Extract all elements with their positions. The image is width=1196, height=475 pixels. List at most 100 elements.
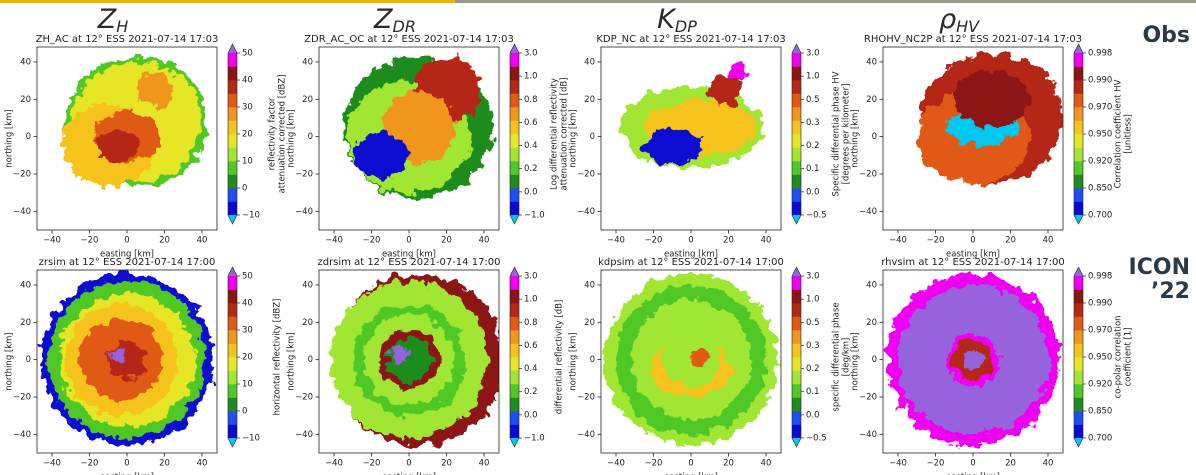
header-symbol: ρ bbox=[939, 4, 956, 35]
colorbar-segment bbox=[510, 148, 519, 162]
panel: KDP_NC at 12° ESS 2021-07-14 17:03eastin… bbox=[569, 34, 852, 260]
colorbar-segment bbox=[510, 134, 519, 148]
colorbar-segment bbox=[1074, 80, 1083, 94]
colorbar-over bbox=[228, 44, 237, 53]
column-header: ρHV bbox=[939, 4, 980, 36]
colorbar-segment bbox=[228, 303, 237, 317]
colorbar-segment bbox=[1074, 94, 1083, 108]
x-tick-label: 40 bbox=[479, 236, 490, 246]
colorbar-segment bbox=[1074, 276, 1083, 290]
y-tick-label: 40 bbox=[302, 57, 313, 67]
colorbar-segment bbox=[1074, 371, 1083, 385]
colorbar-segment bbox=[792, 121, 801, 135]
colorbar-tick-label: 0.970 bbox=[1088, 326, 1112, 336]
panel: zrsim at 12° ESS 2021-07-14 17:00easting… bbox=[5, 257, 283, 475]
colorbar-tick-label: 1.0 bbox=[806, 295, 820, 305]
y-tick-label: 0 bbox=[308, 132, 313, 142]
colorbar-segment bbox=[228, 384, 237, 398]
colorbar-tick-label: 0.1 bbox=[806, 164, 820, 174]
colorbar-over bbox=[510, 44, 519, 53]
colorbar-segment bbox=[1074, 53, 1083, 67]
colorbar-segment bbox=[228, 330, 237, 344]
colorbar-segment bbox=[792, 357, 801, 371]
colorbar-segment bbox=[228, 148, 237, 162]
x-tick-label: 0 bbox=[406, 236, 411, 246]
colorbar-segment bbox=[792, 80, 801, 94]
y-tick-label: 0 bbox=[26, 132, 31, 142]
colorbar-tick-label: 0 bbox=[242, 184, 247, 194]
colorbar-tick-label: 0.700 bbox=[1088, 211, 1112, 221]
colorbar-segment bbox=[228, 175, 237, 189]
colorbar-segment bbox=[792, 344, 801, 358]
y-tick-label: 0 bbox=[590, 132, 595, 142]
colorbar-under bbox=[1074, 215, 1083, 224]
colorbar-tick-label: 0.3 bbox=[806, 341, 820, 351]
colorbar-segment bbox=[792, 317, 801, 331]
colorbar-tick-label: 0.998 bbox=[1088, 272, 1112, 282]
x-tick-label: 40 bbox=[197, 459, 208, 469]
colorbar-tick-label: 0.850 bbox=[1088, 407, 1112, 417]
y-tick-label: −20 bbox=[13, 392, 31, 402]
x-tick-label: −20 bbox=[363, 236, 381, 246]
row-label: ’22 bbox=[1151, 279, 1190, 304]
colorbar-segment bbox=[228, 80, 237, 94]
colorbar-tick-label: 0.2 bbox=[806, 141, 820, 151]
x-tick-label: −40 bbox=[607, 236, 625, 246]
colorbar-tick-label: 0.6 bbox=[524, 341, 538, 351]
colorbar-tick-label: 0.990 bbox=[1088, 76, 1112, 86]
x-tick-label: −20 bbox=[645, 236, 663, 246]
radar-field bbox=[917, 53, 1063, 184]
x-tick-label: −40 bbox=[325, 236, 343, 246]
x-tick-label: −20 bbox=[81, 236, 99, 246]
y-tick-label: 40 bbox=[584, 57, 595, 67]
colorbar-segment bbox=[1074, 384, 1083, 398]
colorbar-segment bbox=[1074, 290, 1083, 304]
colorbar-segment bbox=[1074, 330, 1083, 344]
colorbar-tick-label: 0.5 bbox=[806, 95, 820, 105]
colorbar-label: horizontal reflectivity [dBZ] bbox=[273, 299, 283, 416]
colorbar-tick-label: 0.2 bbox=[806, 364, 820, 374]
field-region bbox=[390, 345, 409, 364]
colorbar-tick-label: 3.0 bbox=[524, 49, 538, 59]
y-tick-label: 40 bbox=[20, 57, 31, 67]
x-tick-label: −40 bbox=[889, 459, 907, 469]
colorbar-tick-label: 0.950 bbox=[1088, 353, 1112, 363]
colorbar-tick-label: 10 bbox=[242, 157, 253, 167]
colorbar-tick-label: 3.0 bbox=[524, 272, 538, 282]
y-axis-label: northing [km] bbox=[287, 109, 297, 167]
y-axis-label: northing [km] bbox=[851, 109, 861, 167]
panel-title: KDP_NC at 12° ESS 2021-07-14 17:03 bbox=[596, 34, 785, 45]
colorbar-segment bbox=[228, 121, 237, 135]
y-tick-label: −20 bbox=[859, 169, 877, 179]
colorbar-segment bbox=[510, 411, 519, 425]
colorbar-segment bbox=[228, 317, 237, 331]
colorbar-segment bbox=[510, 53, 519, 67]
colorbar-tick-label: 0.0 bbox=[806, 187, 820, 197]
y-axis-label: northing [km] bbox=[5, 109, 15, 167]
y-tick-label: 20 bbox=[302, 318, 313, 328]
colorbar-tick-label: 0.8 bbox=[524, 95, 538, 105]
field-region bbox=[136, 71, 174, 108]
colorbar-segment bbox=[1074, 121, 1083, 135]
colorbar-tick-label: 0.850 bbox=[1088, 184, 1112, 194]
colorbar-segment bbox=[228, 53, 237, 67]
x-tick-label: 0 bbox=[688, 236, 693, 246]
x-tick-label: −40 bbox=[325, 459, 343, 469]
colorbar-over bbox=[792, 44, 801, 53]
panel-title: rhvsim at 12° ESS 2021-07-14 17:00 bbox=[881, 257, 1065, 268]
colorbar-segment bbox=[1074, 134, 1083, 148]
colorbar-segment bbox=[792, 384, 801, 398]
radar-field bbox=[605, 274, 778, 446]
panel-title: ZH_AC at 12° ESS 2021-07-14 17:03 bbox=[36, 34, 219, 45]
y-tick-label: −20 bbox=[859, 392, 877, 402]
colorbar-segment bbox=[1074, 202, 1083, 216]
colorbar-tick-label: 0.998 bbox=[1088, 49, 1112, 59]
colorbar-label: Log differential reflectivity bbox=[550, 78, 560, 190]
colorbar-under bbox=[228, 215, 237, 224]
x-tick-label: −20 bbox=[927, 459, 945, 469]
panel-title: zrsim at 12° ESS 2021-07-14 17:00 bbox=[39, 257, 216, 268]
top-rule bbox=[455, 0, 1196, 3]
x-tick-label: 20 bbox=[723, 236, 734, 246]
colorbar-tick-label: 0.2 bbox=[524, 387, 538, 397]
colorbar-segment bbox=[792, 425, 801, 439]
